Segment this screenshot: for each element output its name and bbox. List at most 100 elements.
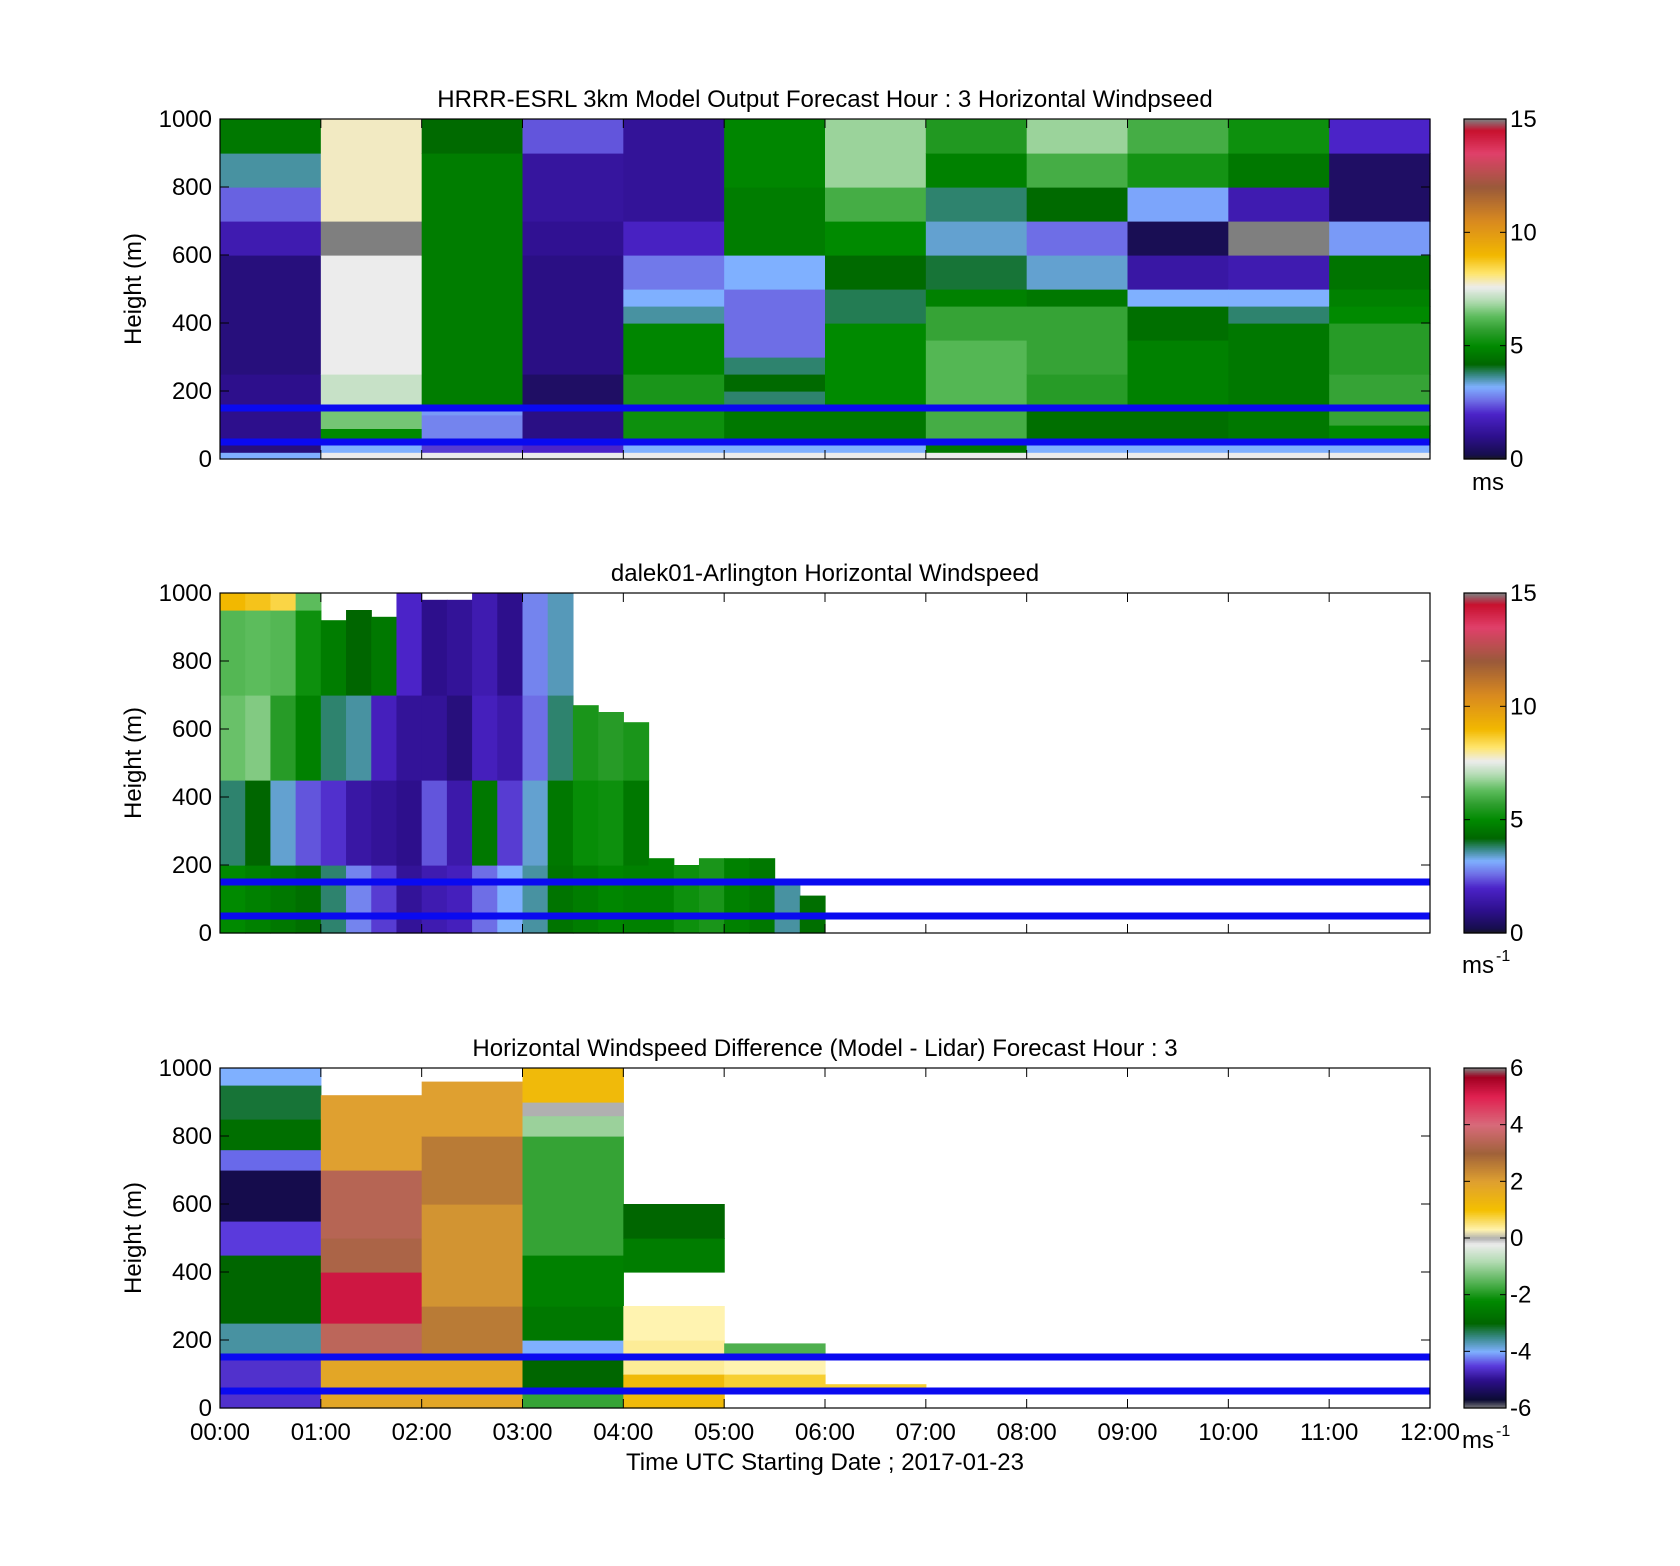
heatmap-cell — [220, 255, 322, 375]
heatmap-cell — [1329, 442, 1431, 453]
colorbar-segment — [1464, 1096, 1506, 1099]
colorbar-tick-label: 5 — [1510, 333, 1523, 360]
colorbar-segment — [1464, 339, 1506, 342]
colorbar-segment — [1464, 1318, 1506, 1321]
colorbar-segment — [1464, 659, 1506, 662]
heatmap-cell — [623, 442, 725, 453]
heatmap-cell — [396, 865, 423, 934]
heatmap-cell — [825, 187, 927, 222]
colorbar-segment — [1464, 239, 1506, 242]
colorbar-segment — [1464, 311, 1506, 314]
colorbar: -6 -4 -2 0 2 4 6 ms -1 — [1462, 1055, 1531, 1454]
colorbar-segment — [1464, 1228, 1506, 1231]
colorbar-segment — [1464, 653, 1506, 656]
heatmap-cell — [522, 119, 624, 154]
colorbar-segment — [1464, 1264, 1506, 1267]
colorbar-segment — [1464, 1374, 1506, 1377]
y-tick-label: 400 — [172, 310, 212, 337]
colorbar-segment — [1464, 223, 1506, 226]
heatmap-cell — [623, 722, 650, 781]
heatmap-cell — [1228, 153, 1330, 188]
colorbar-segment — [1464, 287, 1506, 290]
colorbar-segment — [1464, 1268, 1506, 1271]
colorbar-segment — [1464, 1144, 1506, 1147]
heatmap-cell — [522, 695, 549, 781]
colorbar-segment — [1464, 643, 1506, 646]
colorbar-segment — [1464, 863, 1506, 866]
colorbar-segment — [1464, 1118, 1506, 1121]
heatmap-cell — [623, 374, 725, 409]
colorbar-segment — [1464, 793, 1506, 796]
colorbar-segment — [1464, 783, 1506, 786]
y-tick-label: 200 — [172, 378, 212, 405]
colorbar-segment — [1464, 1224, 1506, 1227]
heatmap-cell — [497, 865, 524, 934]
heatmap-cell — [623, 306, 725, 324]
y-axis: 0 200 400 600 800 1000 — [159, 580, 1430, 947]
colorbar-segment — [1464, 191, 1506, 194]
colorbar-segment — [1464, 299, 1506, 302]
x-tick-label: 02:00 — [392, 1419, 452, 1446]
colorbar-segment — [1464, 737, 1506, 740]
heatmap-cell — [698, 858, 725, 934]
colorbar-segment — [1464, 811, 1506, 814]
colorbar-segment — [1464, 187, 1506, 190]
heatmap-cells — [220, 593, 826, 934]
colorbar-segment — [1464, 1348, 1506, 1351]
colorbar-segment — [1464, 1314, 1506, 1317]
colorbar-segment — [1464, 837, 1506, 840]
heatmap-cell — [220, 452, 322, 460]
heatmap-cell — [724, 289, 826, 324]
heatmap-cell — [1127, 340, 1229, 409]
heatmap-cell — [825, 408, 927, 443]
heatmap-cell — [320, 620, 347, 696]
colorbar-segment — [1464, 181, 1506, 184]
heatmap-cell — [396, 593, 423, 696]
heatmap-cell — [320, 695, 347, 781]
heatmap-cell — [220, 1323, 322, 1358]
colorbar-segment — [1464, 621, 1506, 624]
heatmap-cell — [522, 153, 624, 222]
heatmap-cell — [1026, 306, 1129, 375]
heatmap-cell — [925, 306, 1028, 341]
colorbar-segment — [1464, 1166, 1506, 1169]
colorbar-segment — [1464, 875, 1506, 878]
heatmap-cell — [1127, 119, 1229, 154]
colorbar-segment — [1464, 215, 1506, 218]
heatmap-cell — [522, 1255, 624, 1307]
colorbar-segment — [1464, 729, 1506, 732]
colorbar-segment — [1464, 739, 1506, 742]
colorbar-unit-exponent: -1 — [1496, 948, 1510, 965]
colorbar-segment — [1464, 343, 1506, 346]
colorbar-segment — [1464, 273, 1506, 276]
heatmap-cell — [724, 1374, 826, 1392]
colorbar-segment — [1464, 393, 1506, 396]
colorbar-segment — [1464, 787, 1506, 790]
colorbar-segment — [1464, 789, 1506, 792]
heatmap-cell — [623, 408, 725, 443]
colorbar-segment — [1464, 175, 1506, 178]
heatmap-cell — [825, 323, 927, 409]
colorbar-segment — [1464, 1306, 1506, 1309]
colorbar-segment — [1464, 407, 1506, 410]
colorbar-unit-exponent: -1 — [1496, 1423, 1510, 1440]
heatmap-cell — [1127, 187, 1229, 222]
colorbar-segment — [1464, 1330, 1506, 1333]
heatmap-cell — [724, 187, 826, 256]
heatmap-cell — [421, 255, 524, 409]
colorbar-segment — [1464, 1136, 1506, 1139]
colorbar-segment — [1464, 1148, 1506, 1151]
colorbar-segment — [1464, 1214, 1506, 1217]
colorbar-segment — [1464, 183, 1506, 186]
colorbar-segment — [1464, 697, 1506, 700]
colorbar-segment — [1464, 1108, 1506, 1111]
heatmap-cell — [774, 882, 801, 934]
heatmap-cell — [421, 1272, 524, 1307]
heatmap-cell — [421, 119, 524, 154]
heatmap-cell — [220, 442, 322, 453]
colorbar-segment — [1464, 389, 1506, 392]
heatmap-cell — [295, 593, 322, 611]
colorbar-segment — [1464, 1196, 1506, 1199]
colorbar-segment — [1464, 1342, 1506, 1345]
colorbar-segment — [1464, 855, 1506, 858]
